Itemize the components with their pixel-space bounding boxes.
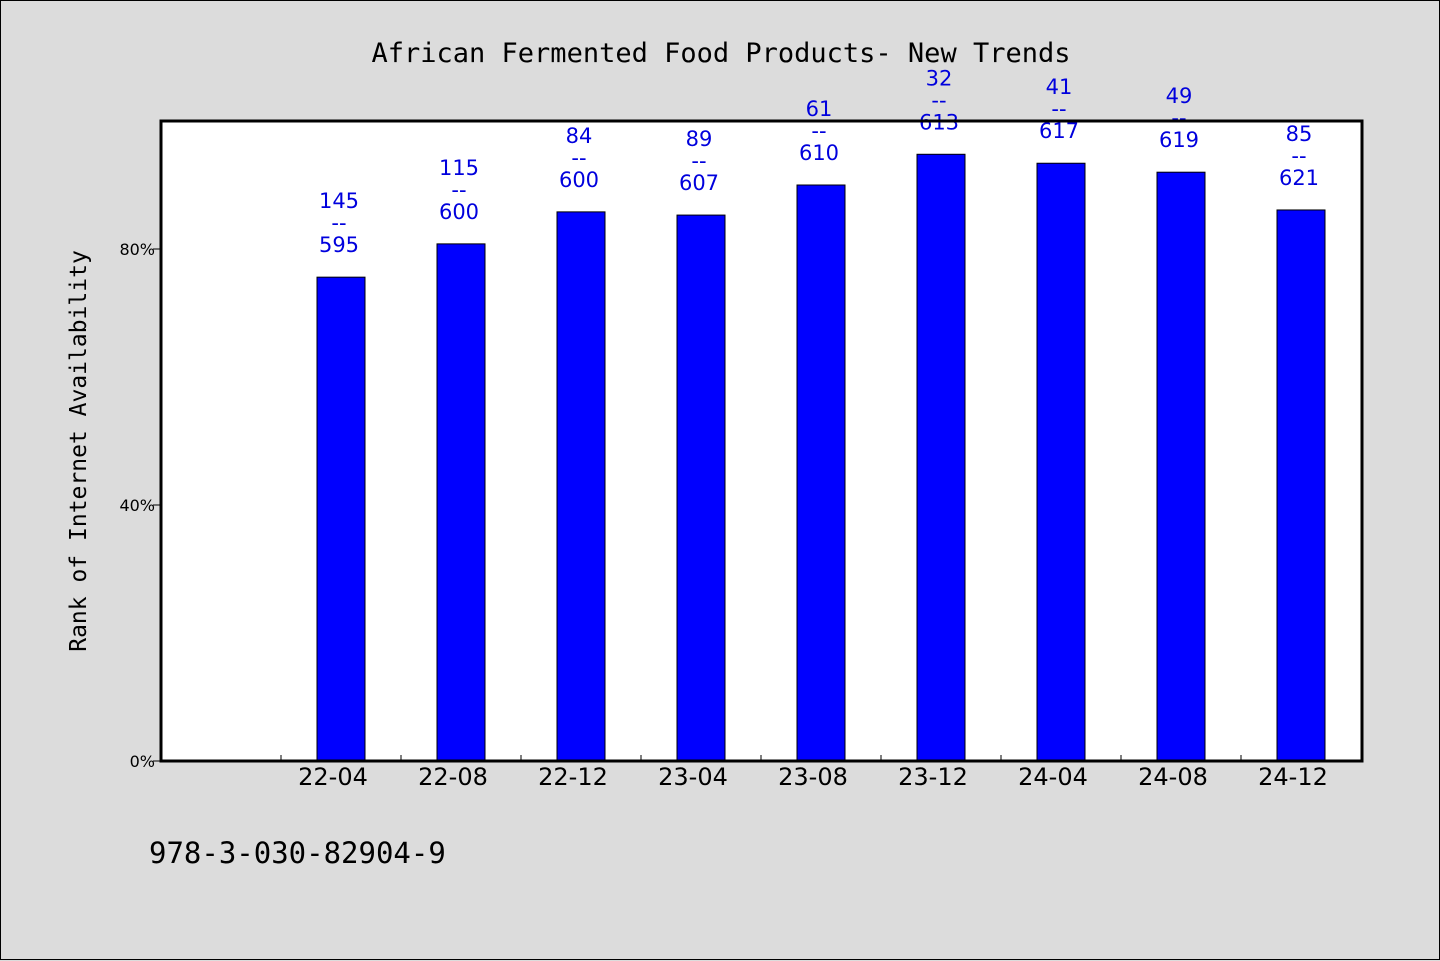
data-label-bottom: 617	[1039, 119, 1079, 143]
x-tick-label: 22-08	[418, 763, 488, 791]
x-axis-ticks: 22-04 22-08 22-12 23-04 23-08 23-12 24-04 24-08…	[280, 755, 1328, 791]
data-label-separator: --	[331, 211, 346, 235]
data-label-bottom: 607	[679, 171, 719, 195]
data-label-separator: --	[1051, 97, 1066, 121]
bar	[316, 276, 366, 762]
bar	[1156, 171, 1206, 762]
data-label-top: 41	[1046, 75, 1073, 99]
data-label-separator: --	[691, 149, 706, 173]
bar	[676, 214, 726, 762]
x-tick-label: 24-04	[1018, 763, 1088, 791]
x-tick-label: 23-08	[778, 763, 848, 791]
x-tick-label: 22-04	[298, 763, 368, 791]
x-tick-label: 24-12	[1258, 763, 1328, 791]
y-axis-ticks: 0% 40% 80%	[119, 240, 161, 771]
data-label-top: 32	[926, 66, 953, 90]
bar	[1036, 162, 1086, 762]
bar	[556, 211, 606, 762]
data-label-top: 115	[439, 156, 479, 180]
data-label-bottom: 610	[799, 141, 839, 165]
data-label-separator: --	[451, 178, 466, 202]
bars	[316, 153, 1326, 762]
x-tick-label: 22-12	[538, 763, 608, 791]
data-label-top: 84	[566, 124, 593, 148]
bar	[436, 243, 486, 762]
y-tick-label: 80%	[119, 240, 155, 259]
data-label-bottom: 595	[319, 233, 359, 257]
bar	[916, 153, 966, 762]
x-tick-label: 24-08	[1138, 763, 1208, 791]
data-label-separator: --	[931, 88, 946, 112]
data-label-bottom: 600	[559, 168, 599, 192]
data-label-bottom: 621	[1279, 166, 1319, 190]
data-labels: 145--595115--60084--60089--60761--61032-…	[319, 66, 1319, 257]
y-axis-label: Rank of Internet Availability	[66, 250, 92, 652]
data-label-separator: --	[571, 146, 586, 170]
data-label-bottom: 600	[439, 200, 479, 224]
bar	[1276, 209, 1326, 762]
data-label-bottom: 619	[1159, 128, 1199, 152]
y-tick-label: 0%	[130, 752, 155, 771]
chart-title: African Fermented Food Products- New Tre…	[372, 38, 1071, 69]
data-label-top: 145	[319, 189, 359, 213]
data-label-top: 61	[806, 97, 833, 121]
data-label-top: 85	[1286, 122, 1313, 146]
plot-border	[159, 119, 1364, 763]
isbn-text: 978-3-030-82904-9	[149, 836, 446, 870]
data-label-separator: --	[1171, 106, 1186, 130]
data-label-separator: --	[811, 119, 826, 143]
x-tick-label: 23-04	[658, 763, 728, 791]
data-label-top: 89	[686, 127, 713, 151]
bar	[796, 184, 846, 762]
x-tick-label: 23-12	[898, 763, 968, 791]
data-label-separator: --	[1291, 144, 1306, 168]
data-label-top: 49	[1166, 84, 1193, 108]
y-tick-label: 40%	[119, 496, 155, 515]
